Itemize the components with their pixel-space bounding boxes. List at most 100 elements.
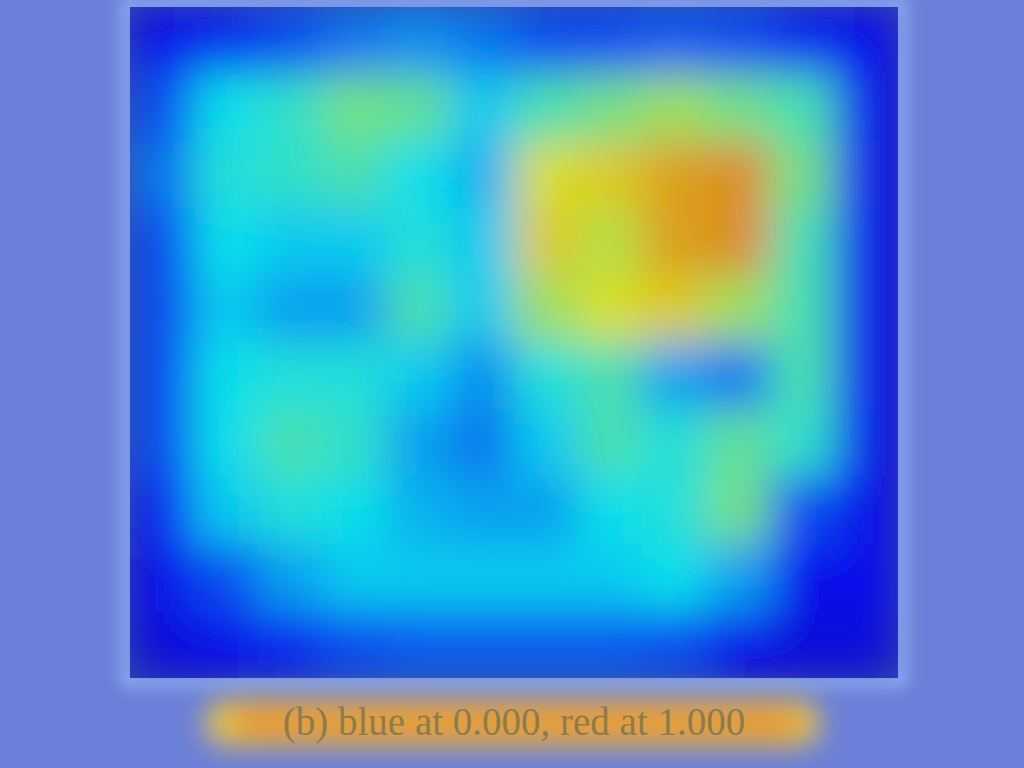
heat-cell [450, 477, 515, 545]
heat-cell [194, 7, 259, 75]
heat-cell [706, 343, 771, 411]
heat-cell [834, 410, 898, 478]
heat-cell [258, 275, 323, 343]
heat-cell [514, 7, 579, 75]
heat-cell [770, 410, 835, 478]
heat-cell [578, 544, 643, 612]
heat-cell [642, 343, 707, 411]
heat-cell [514, 611, 579, 678]
panel-bg [130, 7, 898, 678]
heat-cell [834, 544, 898, 612]
heat-cell [578, 343, 643, 411]
heat-cell [258, 611, 323, 678]
heat-cell [706, 74, 771, 142]
heat-cell [834, 74, 898, 142]
heat-cell [834, 477, 898, 545]
heat-cell [450, 611, 515, 678]
heat-cell [258, 208, 323, 276]
heat-cell [834, 141, 898, 209]
heat-cell [258, 343, 323, 411]
heat-cell [642, 544, 707, 612]
heat-cell [194, 141, 259, 209]
heat-cell [258, 74, 323, 142]
heat-cell [386, 275, 451, 343]
heat-cell [514, 74, 579, 142]
heat-cell [770, 208, 835, 276]
heat-cell [450, 275, 515, 343]
heat-cell [130, 477, 195, 545]
heat-cell [578, 477, 643, 545]
heat-cell [130, 141, 195, 209]
heat-cell [642, 74, 707, 142]
heat-cell [450, 343, 515, 411]
caption: (b) blue at 0.000, red at 1.000 [283, 700, 745, 744]
caption-glow [205, 700, 820, 746]
heat-cell [642, 611, 707, 678]
heat-cell [386, 141, 451, 209]
heat-cell [450, 141, 515, 209]
heat-cell [642, 7, 707, 75]
panel-glow [126, 3, 902, 682]
heat-cell [514, 544, 579, 612]
heat-cell [322, 611, 387, 678]
heat-cell [322, 410, 387, 478]
heat-cell [130, 343, 195, 411]
heat-cell [514, 208, 579, 276]
heat-cell [194, 343, 259, 411]
heat-cell [642, 477, 707, 545]
heat-cell [770, 477, 835, 545]
heat-cell [450, 410, 515, 478]
heat-cell [322, 7, 387, 75]
heat-cell [514, 410, 579, 478]
heat-cell [706, 275, 771, 343]
figure: (b) blue at 0.000, red at 1.000 [0, 0, 1024, 768]
heat-cell [642, 141, 707, 209]
heat-cell [194, 611, 259, 678]
heat-cell [578, 611, 643, 678]
cells [130, 7, 898, 678]
heat-cell [578, 410, 643, 478]
heat-cell [258, 544, 323, 612]
heat-cell [706, 208, 771, 276]
heat-cell [130, 611, 195, 678]
heat-cell [130, 275, 195, 343]
heat-cell [130, 544, 195, 612]
heat-cell [386, 7, 451, 75]
heat-cell [514, 343, 579, 411]
heat-cell [642, 208, 707, 276]
heat-cell [130, 208, 195, 276]
heat-cell [642, 410, 707, 478]
heat-cell [322, 74, 387, 142]
heat-cell [322, 141, 387, 209]
heat-cell [194, 410, 259, 478]
heat-cell [514, 141, 579, 209]
heat-cell [578, 208, 643, 276]
heat-cell [194, 544, 259, 612]
heat-cell [322, 343, 387, 411]
heat-cell [258, 477, 323, 545]
heat-cell [706, 410, 771, 478]
heat-cell [450, 74, 515, 142]
heat-cell [130, 410, 195, 478]
heat-cell [386, 611, 451, 678]
heat-cell [450, 544, 515, 612]
heat-cell [706, 477, 771, 545]
heat-cell [706, 141, 771, 209]
heat-cell [770, 74, 835, 142]
heat-cell [642, 275, 707, 343]
heat-cell [770, 275, 835, 343]
heat-cell [386, 343, 451, 411]
heat-cell [770, 141, 835, 209]
heat-cell [578, 74, 643, 142]
heat-cell [258, 7, 323, 75]
heat-cell [258, 410, 323, 478]
heat-cell [578, 141, 643, 209]
heat-cell [450, 208, 515, 276]
heat-cell [834, 7, 898, 75]
heat-cell [770, 343, 835, 411]
heat-cell [130, 7, 195, 75]
heat-cell [194, 208, 259, 276]
heatmap-svg: (b) blue at 0.000, red at 1.000 [0, 0, 1024, 768]
heat-cell [258, 141, 323, 209]
heat-cell [706, 544, 771, 612]
